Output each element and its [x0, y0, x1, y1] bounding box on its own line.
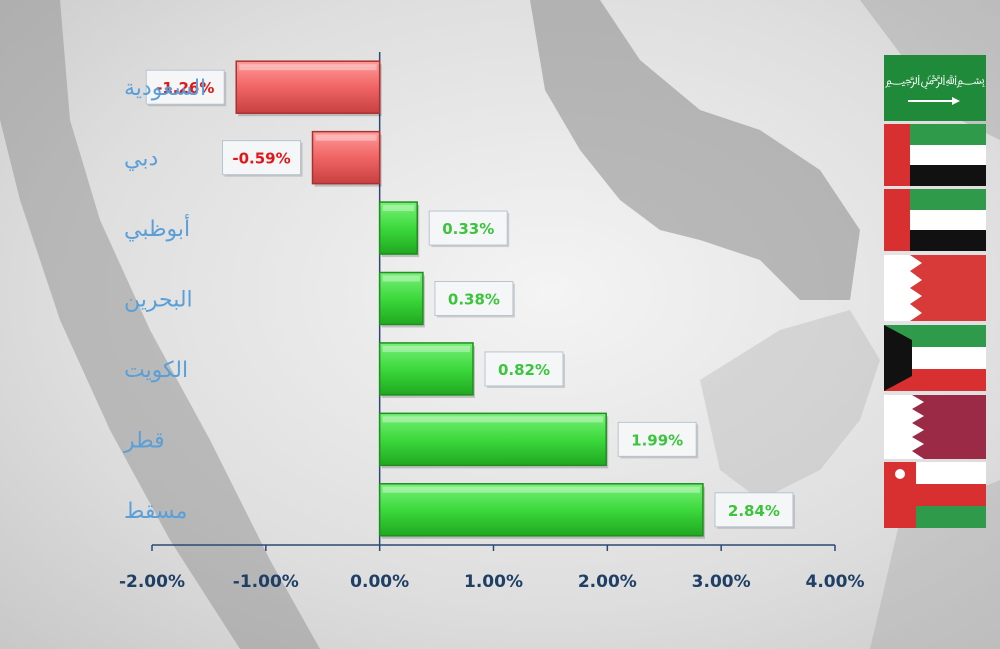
data-label-box	[434, 281, 514, 316]
x-tick-label: 2.00%	[578, 572, 637, 592]
kuwait-flag	[884, 325, 986, 391]
plot-area: -2.00% -1.00% 0.00% 1.00% 2.00% 3.00% 4.00% -1.…	[119, 52, 865, 592]
category-label: البحرين	[124, 288, 193, 313]
bar-group: 0.38%	[378, 271, 515, 328]
category-label: قطر	[123, 428, 165, 453]
bar-group: 1.99%	[378, 412, 699, 469]
saudi-arabia-flag: ﷽	[884, 55, 986, 121]
bar-highlight	[382, 205, 415, 212]
data-label: 0.38%	[448, 291, 500, 309]
data-label: 0.82%	[498, 361, 550, 379]
category-label: السعودية	[124, 76, 206, 101]
uae-flag	[884, 189, 986, 251]
data-label: -0.59%	[232, 150, 290, 168]
x-tick-label: -2.00%	[119, 572, 185, 592]
bar-highlight	[239, 64, 377, 71]
bar-highlight	[382, 275, 420, 282]
bar-highlight	[315, 134, 377, 141]
x-tick-label: 4.00%	[806, 572, 865, 592]
bar-highlight	[382, 416, 604, 423]
bar-group: 0.33%	[378, 201, 510, 258]
data-label-box	[145, 69, 225, 105]
bar	[378, 342, 474, 396]
bar-group: -0.59%	[222, 130, 382, 187]
x-tick-label: 0.00%	[350, 572, 409, 592]
oman-flag	[884, 462, 986, 528]
category-label: مسقط	[124, 499, 187, 524]
bar	[378, 201, 418, 255]
bar-group: -1.26%	[145, 60, 382, 117]
bar	[235, 60, 381, 114]
bar	[378, 271, 424, 326]
uae-flag	[884, 124, 986, 186]
category-label: دبي	[124, 147, 158, 172]
category-label: أبوظبي	[124, 214, 190, 242]
data-label: 2.84%	[728, 502, 780, 520]
bar	[378, 412, 607, 467]
qatar-flag	[884, 395, 986, 459]
data-label: 1.99%	[631, 431, 683, 449]
svg-text:﷽: ﷽	[885, 73, 985, 89]
bar-highlight	[382, 345, 471, 352]
bar	[311, 130, 381, 185]
x-tick-label: 3.00%	[692, 572, 751, 592]
data-label-box	[222, 140, 302, 176]
bar-group: 2.84%	[378, 483, 795, 539]
bar-group: 0.82%	[378, 342, 566, 398]
data-label-box	[617, 421, 697, 457]
data-label-box	[484, 351, 564, 387]
x-tick-label: 1.00%	[464, 572, 523, 592]
bar	[378, 483, 704, 537]
data-label: 0.33%	[442, 220, 494, 238]
x-tick-label: -1.00%	[233, 572, 299, 592]
data-label-box	[714, 492, 794, 528]
bar-highlight	[382, 486, 700, 493]
flags-column: ﷽	[884, 55, 986, 528]
data-label: -1.26%	[156, 79, 214, 97]
bahrain-flag	[884, 255, 986, 321]
data-label-box	[428, 210, 508, 246]
category-label: الكويت	[124, 358, 188, 383]
